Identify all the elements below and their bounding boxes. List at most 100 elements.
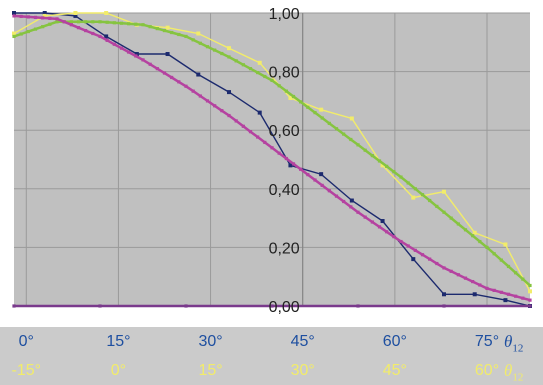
data-point: [377, 159, 382, 163]
data-point: [349, 205, 353, 209]
data-point: [380, 219, 385, 224]
data-point: [442, 266, 446, 270]
data-point: [41, 16, 45, 20]
data-point: [411, 195, 416, 200]
data-point: [327, 121, 331, 125]
data-point: [528, 304, 532, 308]
data-point: [213, 48, 217, 52]
data-point: [320, 116, 324, 120]
data-point: [342, 199, 346, 204]
y-tick-label: 0,20: [269, 240, 300, 257]
data-point: [177, 80, 181, 84]
plot-background: [14, 13, 530, 306]
data-point: [499, 290, 503, 294]
data-point: [420, 193, 425, 197]
data-point: [227, 90, 231, 95]
data-point: [105, 20, 109, 24]
data-point: [162, 28, 167, 33]
data-point: [385, 230, 389, 234]
data-point: [356, 304, 360, 308]
data-point: [227, 46, 231, 51]
data-point: [270, 78, 274, 82]
data-point: [98, 20, 102, 24]
data-point: [184, 84, 188, 88]
data-point: [26, 29, 30, 34]
data-point: [334, 194, 339, 198]
data-point: [19, 14, 23, 19]
x-tick-primary: 15°: [106, 333, 131, 350]
data-point: [406, 244, 410, 248]
x-tick-secondary: 15°: [198, 362, 223, 379]
data-point: [363, 148, 367, 152]
data-point: [349, 116, 354, 121]
data-point: [155, 67, 159, 71]
data-point: [392, 170, 396, 174]
data-point: [420, 253, 425, 257]
data-point: [33, 15, 38, 19]
data-point: [288, 95, 293, 100]
data-point: [528, 298, 532, 302]
data-point: [349, 198, 354, 203]
data-point: [257, 110, 262, 115]
secondary-x-axis-band: [0, 356, 543, 385]
data-point: [148, 62, 152, 66]
data-point: [284, 89, 288, 93]
data-point: [514, 271, 518, 275]
primary-x-axis-band: [0, 327, 543, 356]
data-point: [69, 23, 73, 27]
data-point: [127, 22, 131, 26]
data-point: [205, 45, 210, 49]
x-tick-primary: 75°: [474, 333, 500, 350]
data-point: [26, 15, 30, 19]
data-point: [306, 105, 310, 109]
data-point: [442, 304, 446, 308]
data-point: [349, 137, 353, 142]
data-point: [48, 22, 52, 26]
data-point: [472, 292, 477, 297]
data-point: [119, 21, 124, 25]
y-tick-label: 1,00: [269, 6, 300, 23]
data-point: [291, 94, 296, 99]
data-point: [62, 20, 66, 24]
data-point: [356, 143, 360, 147]
y-tick-label: 0,60: [269, 123, 300, 140]
data-point: [134, 52, 139, 57]
data-point: [184, 34, 188, 39]
data-point: [428, 198, 432, 203]
data-point: [413, 248, 417, 252]
data-point: [284, 156, 288, 161]
data-point: [73, 11, 78, 15]
data-point: [248, 67, 253, 71]
data-point: [241, 124, 245, 128]
data-point: [19, 32, 23, 36]
x-axis-label-primary: θ12: [504, 332, 523, 354]
x-axis-label-secondary-symbol: θ: [504, 361, 513, 380]
data-point: [270, 304, 274, 308]
data-point: [399, 175, 403, 179]
data-point: [234, 59, 238, 63]
series-line-0: [14, 12, 531, 307]
x-tick-secondary: -15°: [11, 362, 42, 379]
data-point: [104, 11, 109, 15]
x-tick-primary: 45°: [290, 333, 315, 350]
data-point: [134, 22, 138, 26]
data-point: [356, 210, 360, 214]
series-layer: [12, 11, 532, 308]
series-line-1: [13, 12, 531, 292]
data-point: [528, 289, 532, 294]
data-point: [241, 63, 245, 67]
data-point: [198, 41, 202, 45]
data-point: [141, 23, 145, 27]
data-point: [313, 111, 317, 115]
data-point: [472, 230, 477, 235]
data-point: [463, 276, 468, 280]
data-point: [12, 11, 16, 15]
data-point: [257, 60, 262, 65]
data-point: [514, 294, 518, 298]
data-point: [399, 239, 403, 244]
data-point: [503, 298, 508, 303]
x-axis-label-secondary: θ12: [504, 361, 523, 383]
data-point: [456, 222, 460, 226]
data-point: [48, 16, 52, 20]
